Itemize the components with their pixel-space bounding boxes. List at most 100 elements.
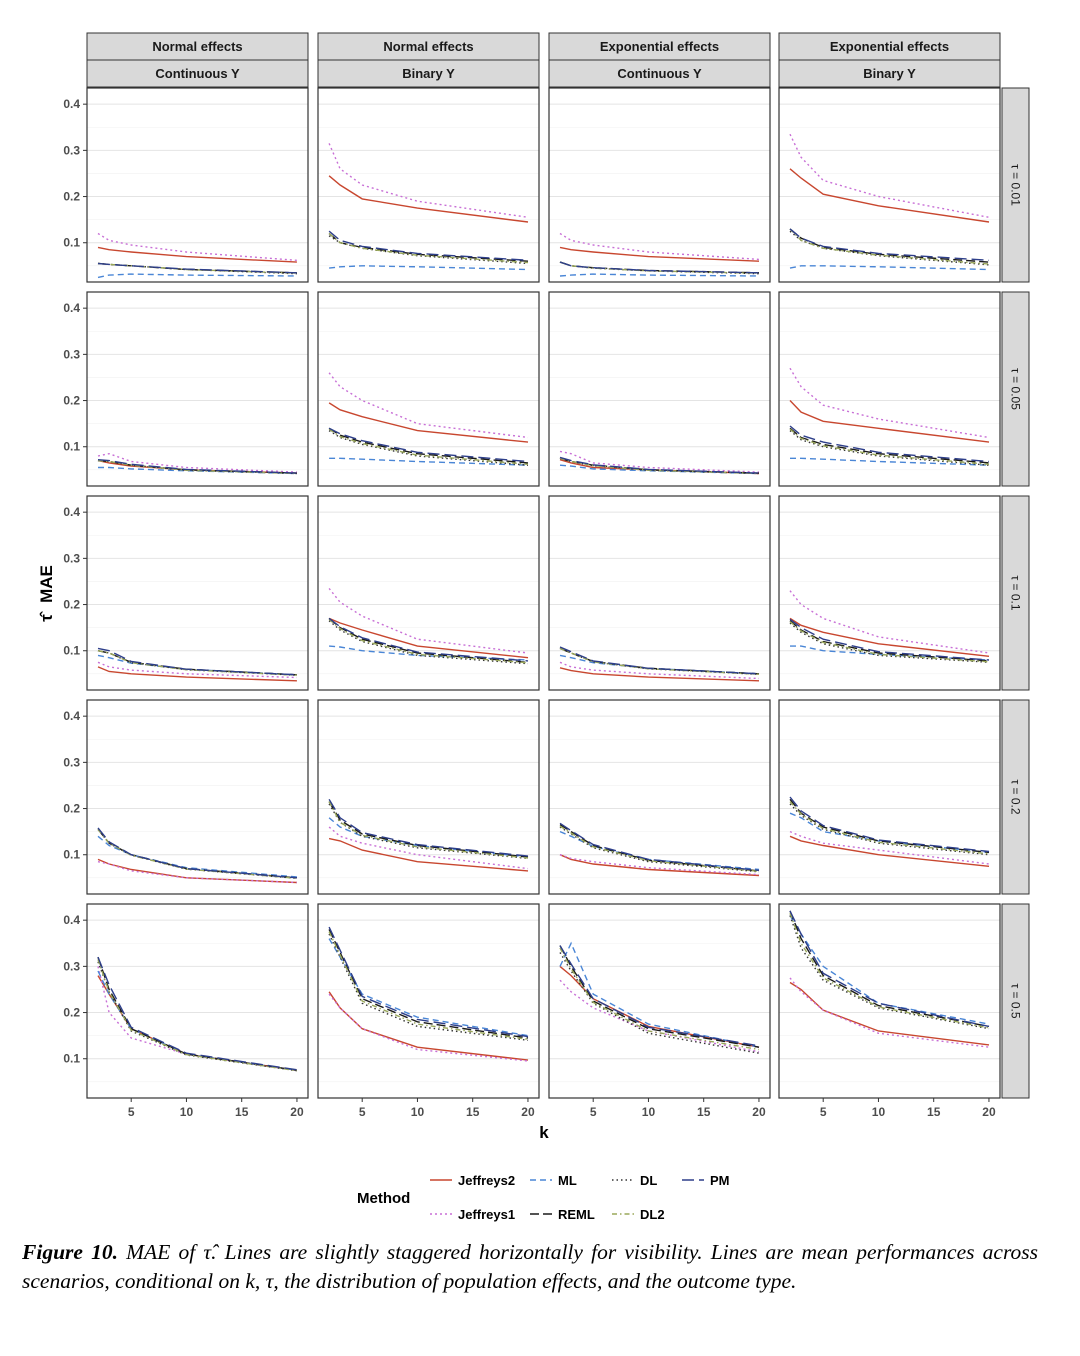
panel-background: [87, 292, 308, 486]
panel-border: [548, 87, 771, 283]
series-line-jeffreys2: [789, 400, 990, 443]
x-tick-label: 10: [411, 1105, 425, 1119]
x-tick-label: 5: [128, 1105, 135, 1119]
panel-border: [548, 291, 771, 487]
series-line-dl2: [328, 801, 529, 859]
x-tick-label: 10: [872, 1105, 886, 1119]
strip-box: [317, 32, 540, 61]
panel-border: [548, 699, 771, 895]
series-line-jeffreys2: [559, 667, 760, 682]
series-line-dl: [789, 430, 990, 466]
strip-box: [317, 59, 540, 88]
series-line-reml: [328, 427, 529, 464]
series-line-dl2: [328, 618, 529, 664]
panel-background: [318, 88, 539, 282]
y-tick-label: 0.2: [63, 802, 80, 816]
panel-background: [549, 700, 770, 894]
panel-r3-c4: [778, 495, 1001, 691]
strip-box: [86, 59, 309, 88]
legend-item-dl2: DL2: [612, 1207, 665, 1222]
x-tick-label: 20: [982, 1105, 996, 1119]
x-tick-label: 10: [642, 1105, 656, 1119]
panel-r1-c2: [317, 87, 540, 283]
legend-item-ml: ML: [530, 1173, 577, 1188]
panel-background: [779, 88, 1000, 282]
y-tick-label: 0.2: [63, 598, 80, 612]
series-line-jeffreys1: [328, 993, 529, 1062]
series-line-jeffreys1: [789, 977, 990, 1048]
legend-label: DL2: [640, 1207, 665, 1222]
series-line-jeffreys1: [559, 450, 760, 473]
legend-label: DL: [640, 1173, 657, 1188]
series-line-pm: [328, 798, 529, 857]
series-line-jeffreys2: [789, 168, 990, 223]
x-tick-label: 15: [927, 1105, 941, 1119]
panel-border: [778, 699, 1001, 895]
series-line-jeffreys1: [559, 854, 760, 876]
panel-r4-c4: [778, 699, 1001, 895]
legend-title: Method: [357, 1190, 410, 1207]
series-line-dl: [328, 430, 529, 466]
series-line-ml: [559, 830, 760, 871]
y-tick-label: 0.2: [63, 394, 80, 408]
x-tick-label: 5: [359, 1105, 366, 1119]
series-line-jeffreys2: [328, 175, 529, 223]
series-line-ml: [97, 835, 297, 878]
series-line-ml: [97, 273, 297, 279]
column-strip-1: Normal effects Continuous Y: [86, 32, 309, 88]
series-line-pm: [789, 910, 990, 1028]
series-line-reml: [789, 427, 990, 464]
column-strip-2: Normal effects Binary Y: [317, 32, 540, 88]
row-strip-5: τ = 0.5: [1001, 903, 1030, 1099]
y-tick-label: 0.1: [63, 644, 80, 658]
y-tick-label: 0.3: [63, 959, 80, 973]
series-line-ml: [559, 273, 760, 277]
series-line-ml: [97, 654, 297, 676]
series-line-jeffreys1: [97, 661, 297, 679]
series-line-pm: [559, 822, 760, 872]
panel-r4-c3: [548, 699, 771, 895]
series-line-jeffreys2: [328, 837, 529, 872]
series-line-pm: [97, 459, 297, 474]
panel-r2-c3: [548, 291, 771, 487]
series-line-dl: [789, 803, 990, 856]
panel-background: [549, 904, 770, 1098]
panel-border: [317, 291, 540, 487]
series-line-jeffreys2: [789, 835, 990, 867]
series-line-reml: [789, 228, 990, 263]
panel-r5-c1: [86, 903, 309, 1099]
series-line-dl: [328, 933, 529, 1041]
panel-border: [778, 87, 1001, 283]
series-line-dl2: [328, 232, 529, 264]
y-tick-label: 0.4: [63, 709, 80, 723]
series-line-dl2: [328, 931, 529, 1040]
panel-border: [548, 495, 771, 691]
strip-label-effects: Exponential effects: [600, 39, 719, 54]
panel-r4-c2: [317, 699, 540, 895]
x-tick-label: 15: [235, 1105, 249, 1119]
x-tick-label: 10: [180, 1105, 194, 1119]
series-line-jeffreys2: [97, 666, 297, 682]
series-line-dl2: [789, 428, 990, 465]
series-line-pm: [328, 230, 529, 261]
y-tick-label: 0.1: [63, 236, 80, 250]
strip-box: [86, 32, 309, 61]
y-tick-label: 0.4: [63, 97, 80, 111]
caption-label: Figure 10.: [22, 1240, 118, 1264]
caption-text: MAE of τ̂. Lines are slightly staggered …: [22, 1240, 1039, 1293]
strip-label-effects: Exponential effects: [830, 39, 949, 54]
x-tick-label: 20: [752, 1105, 766, 1119]
legend-item-dl: DL: [612, 1173, 657, 1188]
series-line-ml: [789, 265, 990, 271]
series-line-reml: [789, 798, 990, 854]
series-line-jeffreys1: [559, 661, 760, 680]
panel-border: [317, 903, 540, 1099]
panel-border: [86, 495, 309, 691]
strip-box: [1001, 87, 1030, 283]
series-line-ml: [329, 265, 529, 271]
series-line-jeffreys1: [328, 826, 529, 870]
row-strip-label: τ = 0.05: [1009, 368, 1023, 410]
panel-border: [86, 699, 309, 895]
panel-background: [779, 496, 1000, 690]
